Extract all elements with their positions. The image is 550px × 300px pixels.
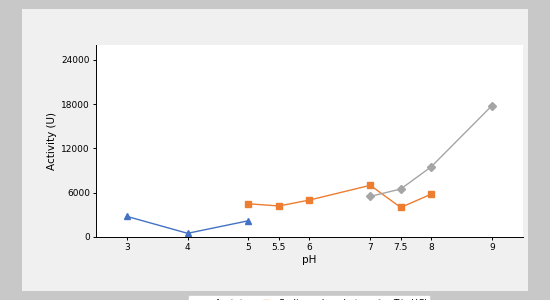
Y-axis label: Activity (U): Activity (U) [47, 112, 57, 170]
Line: Sodium phosphate: Sodium phosphate [245, 182, 434, 211]
Acetate [123, 214, 130, 218]
Tris-HCl [398, 187, 404, 191]
Sodium phosphate [398, 206, 404, 209]
Tris-HCl [489, 104, 496, 107]
Sodium phosphate [428, 192, 435, 196]
Sodium phosphate [276, 204, 282, 208]
Sodium phosphate [306, 198, 312, 202]
Sodium phosphate [367, 184, 373, 187]
Sodium phosphate [245, 202, 252, 206]
X-axis label: pH: pH [302, 255, 317, 265]
Line: Tris-HCl: Tris-HCl [367, 102, 495, 200]
Acetate [245, 219, 252, 223]
Tris-HCl [367, 195, 373, 198]
Line: Acetate: Acetate [123, 213, 252, 237]
Tris-HCl [428, 165, 435, 169]
Acetate [184, 232, 191, 235]
Legend: Acetate, Sodium phosphate, Tris-HCl: Acetate, Sodium phosphate, Tris-HCl [188, 295, 431, 300]
